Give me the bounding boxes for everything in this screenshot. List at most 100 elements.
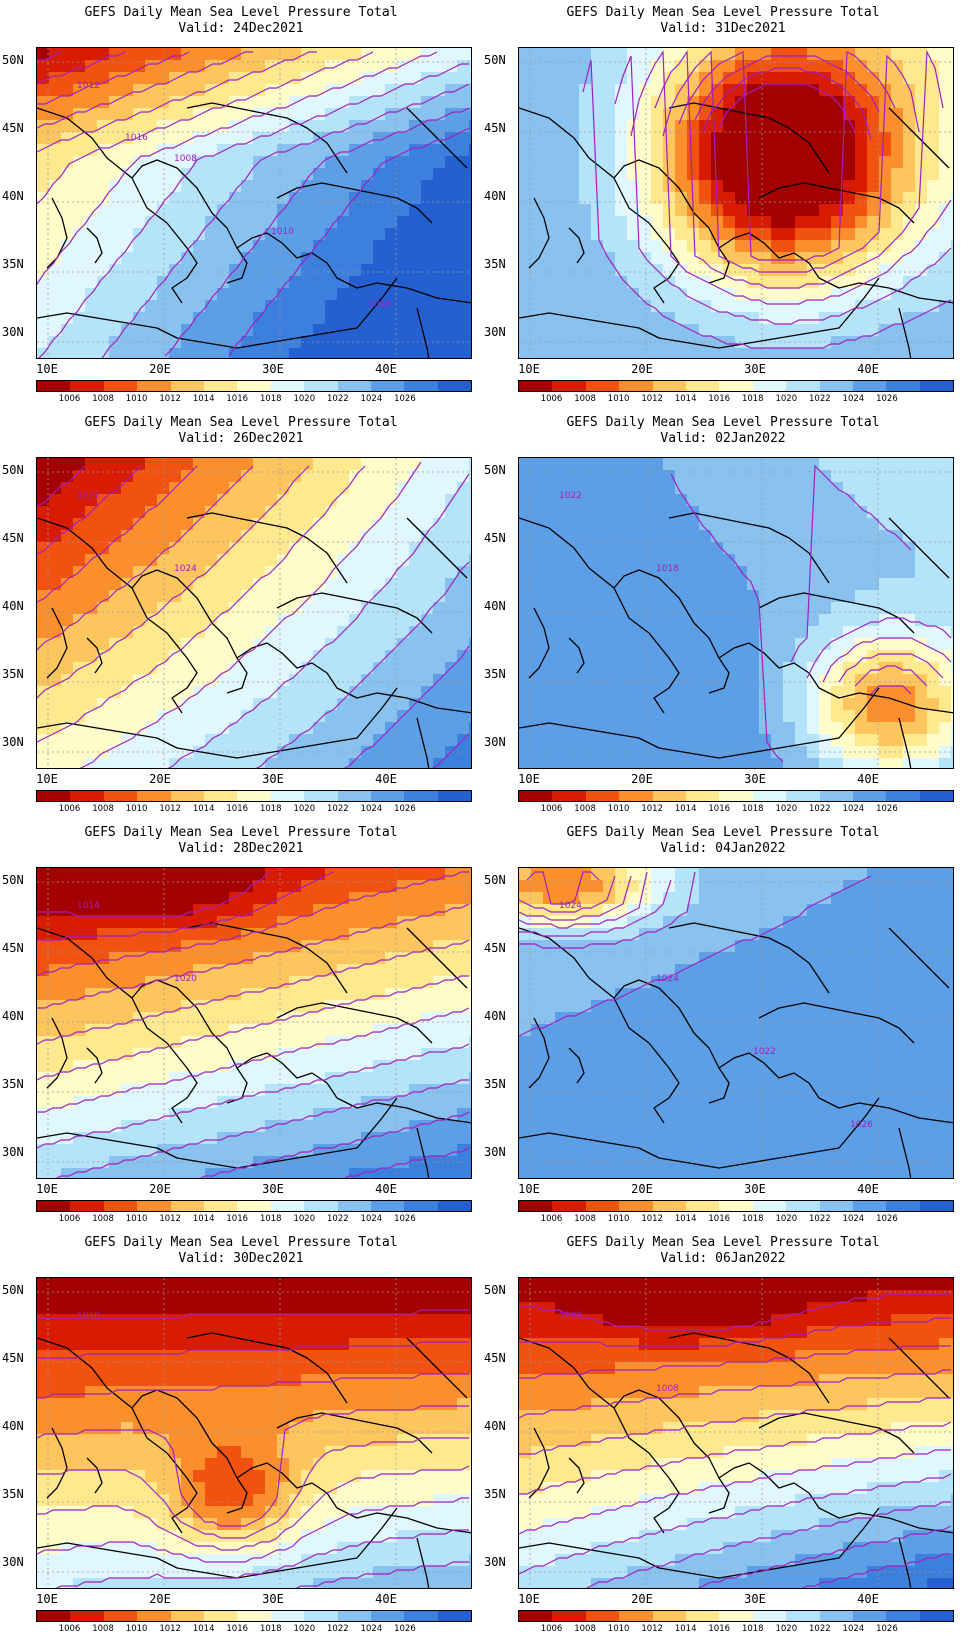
pressure-cell <box>939 60 952 73</box>
pressure-cell <box>843 590 856 603</box>
pressure-cell <box>361 264 374 277</box>
pressure-cell <box>193 1036 206 1049</box>
pressure-cell <box>121 602 134 615</box>
pressure-cell <box>97 964 110 977</box>
colorbar-tick-label: 1018 <box>259 804 282 814</box>
pressure-cell <box>85 470 98 483</box>
pressure-cell <box>97 976 110 989</box>
pressure-cell <box>373 108 386 121</box>
pressure-cell <box>469 542 471 555</box>
pressure-cell <box>265 132 278 145</box>
pressure-cell <box>61 710 74 723</box>
pressure-cell <box>277 228 290 241</box>
pressure-cell <box>193 72 206 85</box>
pressure-cell <box>169 928 182 941</box>
pressure-cell <box>133 470 146 483</box>
pressure-cell <box>169 988 182 1001</box>
pressure-cell <box>133 348 146 358</box>
pressure-cell <box>723 686 736 699</box>
pressure-cell <box>397 216 410 229</box>
pressure-cell <box>783 252 796 265</box>
pressure-cell <box>433 324 446 337</box>
pressure-cell <box>771 180 784 193</box>
pressure-cell <box>687 312 700 325</box>
colorbar-tick-label: 1020 <box>293 804 316 814</box>
pressure-cell <box>627 542 640 555</box>
pressure-cell <box>361 204 374 217</box>
pressure-cell <box>109 674 122 687</box>
pressure-cell <box>939 168 952 181</box>
pressure-cell <box>903 144 916 157</box>
pressure-cell <box>579 758 592 768</box>
pressure-cell <box>603 72 616 85</box>
pressure-cell <box>73 264 86 277</box>
pressure-cell <box>579 686 592 699</box>
pressure-cell <box>795 482 808 495</box>
pressure-cell <box>951 578 953 591</box>
pressure-cell <box>771 506 784 519</box>
pressure-cell <box>927 252 940 265</box>
pressure-cell <box>73 1144 86 1157</box>
pressure-cell <box>253 494 266 507</box>
pressure-cell <box>759 324 772 337</box>
pressure-cell <box>37 952 50 965</box>
pressure-cell <box>409 1000 422 1013</box>
pressure-cell <box>193 204 206 217</box>
pressure-cell <box>181 578 194 591</box>
pressure-cell <box>61 1000 74 1013</box>
pressure-cell <box>591 686 604 699</box>
pressure-cell <box>699 674 712 687</box>
coastline <box>568 637 585 674</box>
pressure-cell <box>61 988 74 1001</box>
coastline <box>37 107 198 304</box>
pressure-cell <box>241 734 254 747</box>
pressure-cell <box>325 880 338 893</box>
pressure-cell <box>337 276 350 289</box>
pressure-cell <box>723 312 736 325</box>
pressure-cell <box>37 892 50 905</box>
pressure-cell <box>349 674 362 687</box>
pressure-cell <box>133 336 146 349</box>
pressure-cell <box>205 964 218 977</box>
pressure-cell <box>831 108 844 121</box>
pressure-cell <box>759 674 772 687</box>
pressure-cell <box>699 156 712 169</box>
pressure-cell <box>469 904 471 917</box>
pressure-cell <box>831 336 844 349</box>
pressure-cell <box>807 156 820 169</box>
pressure-cell <box>109 554 122 567</box>
pressure-cell <box>361 868 374 881</box>
pressure-cell <box>627 276 640 289</box>
pressure-cell <box>807 312 820 325</box>
pressure-cell <box>337 518 350 531</box>
pressure-cell <box>157 590 170 603</box>
pressure-cell <box>49 758 62 768</box>
pressure-cell <box>193 722 206 735</box>
pressure-cell <box>519 482 532 495</box>
pressure-cell <box>783 494 796 507</box>
pressure-cell <box>421 204 434 217</box>
pressure-cell <box>819 458 832 471</box>
pressure-cell <box>121 880 134 893</box>
pressure-cell <box>855 276 868 289</box>
pressure-cell <box>217 1108 230 1121</box>
pressure-cell <box>433 662 446 675</box>
pressure-cell <box>711 746 724 759</box>
pressure-cell <box>615 530 628 543</box>
pressure-cell <box>843 686 856 699</box>
pressure-cell <box>157 722 170 735</box>
pressure-cell <box>855 336 868 349</box>
pressure-cell <box>421 168 434 181</box>
pressure-cell <box>337 952 350 965</box>
pressure-cell <box>205 722 218 735</box>
pressure-cell <box>807 650 820 663</box>
pressure-cell <box>241 698 254 711</box>
pressure-cell <box>433 686 446 699</box>
isobar-line <box>870 685 912 695</box>
pressure-cell <box>373 614 386 627</box>
pressure-cell <box>373 698 386 711</box>
pressure-cell <box>567 470 580 483</box>
pressure-cell <box>639 602 652 615</box>
pressure-cell <box>639 674 652 687</box>
pressure-cell <box>73 1060 86 1073</box>
